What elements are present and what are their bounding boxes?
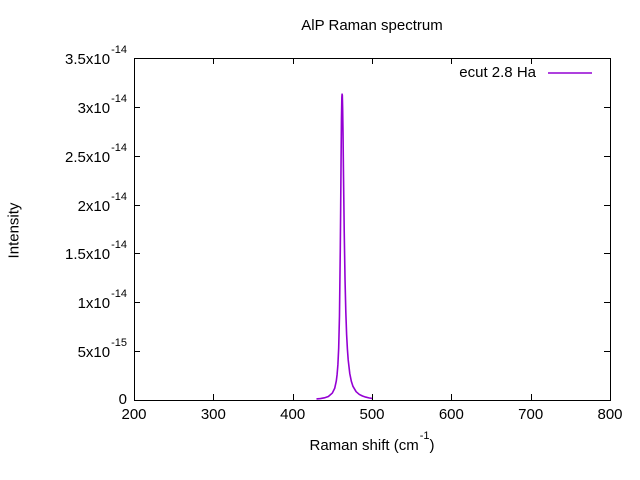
y-tick-mantissa: 3x10 xyxy=(77,99,111,117)
spectrum-line xyxy=(316,93,373,400)
y-tick-label: 5x10-15 xyxy=(7,337,127,362)
y-tick-label: 1.5x10-14 xyxy=(7,239,127,264)
y-tick-exponent: -14 xyxy=(111,92,127,105)
y-tick-label: 3x10-14 xyxy=(7,93,127,117)
legend-line-sample xyxy=(548,71,592,74)
y-tick-mantissa: 5x10 xyxy=(77,344,111,362)
x-axis-title-close: ) xyxy=(429,437,435,454)
y-tick-exponent: -14 xyxy=(111,190,127,203)
y-tick-mantissa: 3.5x10 xyxy=(65,51,111,68)
x-axis-title-exponent: -1 xyxy=(419,430,430,442)
x-tick-label: 400 xyxy=(280,406,306,423)
y-tick-exponent: -14 xyxy=(111,44,127,56)
x-tick-label: 600 xyxy=(438,406,464,423)
y-tick-label: 3.5x10-14 xyxy=(7,44,127,68)
legend-label: ecut 2.8 Ha xyxy=(459,64,536,81)
y-tick-mantissa: 2.5x10 xyxy=(65,148,111,166)
y-tick-exponent: -15 xyxy=(111,337,127,350)
chart-title: AlP Raman spectrum xyxy=(301,17,443,34)
y-tick-mantissa: 1.5x10 xyxy=(65,246,111,264)
x-tick-label: 500 xyxy=(359,406,385,423)
y-tick-label: 1x10-14 xyxy=(7,288,127,313)
x-tick-label: 300 xyxy=(200,406,226,423)
x-tick-label: 800 xyxy=(597,406,623,423)
legend: ecut 2.8 Ha xyxy=(459,64,592,81)
y-tick-mantissa: 2x10 xyxy=(77,197,111,215)
x-axis-title: Raman shift (cm-1) xyxy=(134,430,610,454)
x-tick-label: 200 xyxy=(121,406,147,423)
y-tick-exponent: -14 xyxy=(111,288,127,301)
y-tick-mantissa: 1x10 xyxy=(77,295,111,313)
x-axis-title-text: Raman shift (cm xyxy=(309,437,419,454)
x-tick-label: 700 xyxy=(518,406,544,423)
y-tick-label: 2.5x10-14 xyxy=(7,142,127,166)
y-tick-label: 0 xyxy=(7,391,127,408)
y-tick-exponent: -14 xyxy=(111,141,127,154)
plot-border xyxy=(134,58,611,401)
y-tick-exponent: -14 xyxy=(111,239,127,252)
y-tick-mantissa: 0 xyxy=(118,391,127,408)
y-tick-label: 2x10-14 xyxy=(7,191,127,215)
